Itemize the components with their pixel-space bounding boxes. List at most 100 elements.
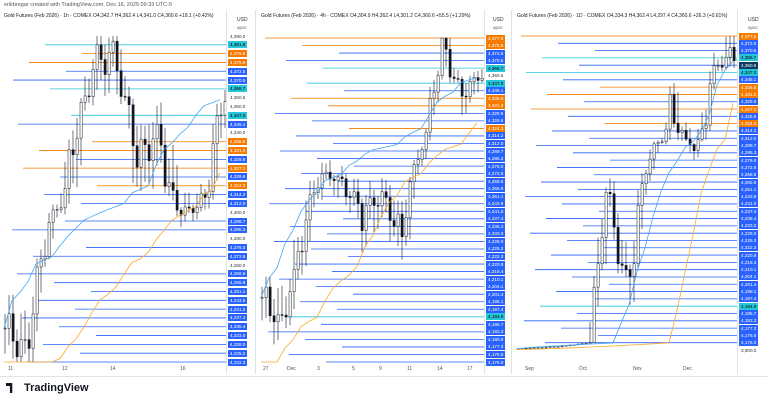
price-label: 4,218.4 bbox=[739, 258, 759, 266]
tradingview-logo[interactable]: TradingView bbox=[6, 382, 89, 394]
candle bbox=[119, 49, 123, 105]
panel-title: Gold Futures (Feb 2026) · 1D · COMEX O4,… bbox=[517, 13, 728, 19]
candle bbox=[107, 37, 111, 93]
currency-label: USD bbox=[748, 17, 759, 23]
price-label: 4,347.0 bbox=[486, 79, 506, 87]
candle bbox=[436, 70, 440, 103]
time-tick-label: 16 bbox=[180, 366, 186, 372]
candle bbox=[616, 213, 620, 274]
price-label: 4,197.4 bbox=[486, 305, 506, 313]
price-label: 4,347.0 bbox=[739, 69, 759, 76]
candle bbox=[272, 298, 276, 345]
price-label: 4,314.2 bbox=[739, 127, 759, 135]
price-label: 4,185.7 bbox=[486, 320, 506, 328]
candle bbox=[548, 346, 552, 348]
logo-text: TradingView bbox=[24, 382, 89, 394]
price-label: 4,258.6 bbox=[739, 171, 759, 179]
candle bbox=[732, 36, 736, 69]
price-label: 4,314.2 bbox=[228, 191, 248, 199]
candle bbox=[31, 296, 35, 362]
currency-label: USD bbox=[493, 17, 504, 23]
candle bbox=[556, 346, 560, 348]
price-plot[interactable] bbox=[257, 10, 484, 374]
moving-average-slow bbox=[4, 172, 221, 363]
price-label: 4,272.6 bbox=[486, 170, 506, 178]
price-label: 4,235.4 bbox=[739, 215, 759, 223]
candle bbox=[704, 109, 708, 140]
candle bbox=[636, 190, 640, 269]
chart-panel-1h[interactable]: Gold Futures (Feb 2026) · 1h · COMEX O4,… bbox=[0, 10, 256, 374]
price-label: 4,235.4 bbox=[228, 323, 248, 331]
candle bbox=[219, 102, 223, 139]
candle bbox=[364, 195, 368, 247]
candle bbox=[163, 127, 167, 194]
price-label: 4,243.9 bbox=[228, 296, 248, 304]
price-label: 4,176.0 bbox=[739, 339, 759, 347]
price-label: 3,900.0 bbox=[741, 347, 757, 353]
candle bbox=[444, 37, 448, 67]
price-label: 4,331.2 bbox=[739, 90, 759, 98]
candle bbox=[720, 55, 724, 72]
price-axis[interactable]: USD apoc 4,390.0 4,381.8 4,379.6 4,375.8 4,3… bbox=[226, 10, 255, 374]
candle bbox=[532, 347, 536, 349]
candle bbox=[388, 185, 392, 242]
chart-panel-4h[interactable]: Gold Futures (Feb 2026) · 4h · COMEX O4,… bbox=[257, 10, 512, 374]
candle bbox=[127, 86, 131, 129]
candle bbox=[195, 193, 199, 220]
price-label: 4,251.1 bbox=[228, 288, 248, 295]
candle bbox=[284, 296, 288, 329]
price-label: 4,194.0 bbox=[739, 302, 759, 310]
candle bbox=[87, 78, 91, 104]
candle bbox=[308, 180, 312, 242]
price-label: 4,370.5 bbox=[486, 57, 506, 65]
candle bbox=[207, 179, 211, 209]
candle bbox=[159, 102, 163, 163]
candle bbox=[340, 165, 344, 187]
price-label: 4,258.6 bbox=[486, 177, 506, 185]
price-axis[interactable]: USD apoc 4,377.5 4,372.5 4,370.5 4,366.7 4,3… bbox=[737, 10, 768, 374]
price-label: 4,182.3 bbox=[739, 317, 759, 325]
price-label: 4,235.4 bbox=[486, 222, 506, 230]
price-label: 4,327.1 bbox=[228, 164, 248, 172]
price-label: 4,198.1 bbox=[739, 288, 759, 296]
candle bbox=[472, 72, 476, 95]
candle bbox=[552, 346, 556, 348]
candle bbox=[448, 38, 452, 83]
candle bbox=[360, 198, 364, 252]
price-label: 4,289.7 bbox=[739, 142, 759, 150]
price-plot[interactable] bbox=[513, 10, 737, 374]
price-plot[interactable] bbox=[0, 10, 226, 374]
candle bbox=[716, 59, 720, 71]
candle bbox=[264, 276, 268, 318]
chart-panel-1d[interactable]: Gold Futures (Feb 2026) · 1D · COMEX O4,… bbox=[513, 10, 768, 374]
time-tick-label: 14 bbox=[110, 366, 116, 372]
price-label: 4,220.9 bbox=[486, 260, 506, 268]
currency-sub: apoc bbox=[237, 25, 247, 30]
price-label: 4,222.3 bbox=[486, 253, 506, 260]
time-tick-label: 5 bbox=[352, 366, 355, 372]
candle bbox=[460, 76, 464, 116]
candle bbox=[67, 139, 71, 204]
candle bbox=[696, 128, 700, 158]
moving-average-slow bbox=[516, 103, 734, 350]
candle bbox=[456, 69, 460, 83]
candle bbox=[83, 76, 87, 111]
price-label: 4,314.2 bbox=[486, 132, 506, 140]
price-label: 4,300.0 bbox=[230, 209, 246, 215]
price-label: 4,360.6 bbox=[739, 61, 759, 69]
candle bbox=[412, 159, 416, 199]
price-axis[interactable]: USD apoc 4,377.5 4,375.5 4,372.5 4,370.5 4,3… bbox=[484, 10, 511, 374]
candle bbox=[223, 89, 226, 128]
candle bbox=[424, 128, 428, 160]
price-label: 4,251.1 bbox=[739, 185, 759, 193]
time-tick-label: 11 bbox=[407, 366, 413, 372]
price-label: 4,326.6 bbox=[228, 173, 248, 181]
candle bbox=[536, 347, 540, 349]
price-label: 4,327.1 bbox=[739, 105, 759, 113]
price-label: 4,276.0 bbox=[486, 162, 506, 170]
candle bbox=[143, 125, 147, 182]
candle bbox=[452, 68, 456, 83]
candle bbox=[600, 218, 604, 271]
candle bbox=[640, 173, 644, 229]
candle bbox=[392, 200, 396, 237]
